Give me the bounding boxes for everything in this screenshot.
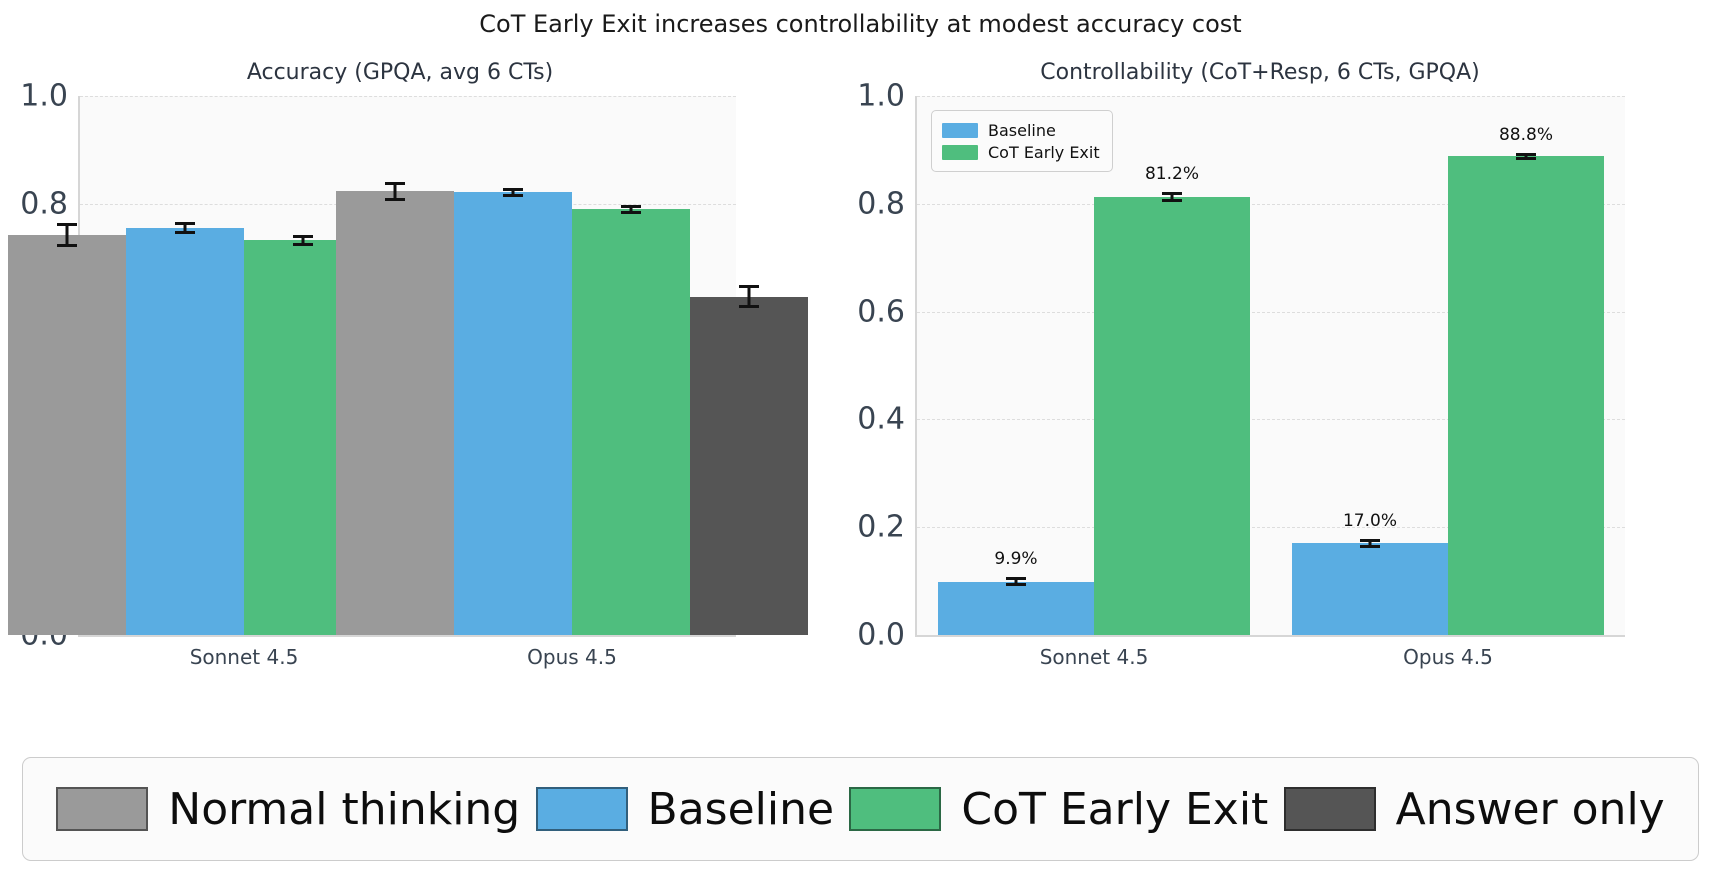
error-bar [301, 235, 305, 246]
error-bar-cap [1516, 152, 1536, 156]
bar [938, 581, 1094, 635]
x-axis-tick-label: Opus 4.5 [527, 645, 617, 669]
error-bar-cap [385, 198, 405, 202]
error-bar-cap [1162, 192, 1182, 196]
y-axis-tick-label: 0.0 [857, 617, 905, 653]
bar-value-label: 17.0% [1342, 511, 1398, 532]
error-bar [65, 223, 69, 247]
error-bar [629, 204, 633, 214]
legend-swatch [849, 787, 942, 831]
bar-value-label: 88.8% [1498, 124, 1554, 145]
bar-value-label: 81.2% [1144, 164, 1200, 185]
error-bar-cap [1360, 539, 1380, 543]
figure-suptitle: CoT Early Exit increases controllability… [479, 10, 1242, 38]
subplot-title-accuracy: Accuracy (GPQA, avg 6 CTs) [246, 60, 554, 85]
error-bar-cap [385, 181, 405, 185]
error-bar-cap [57, 223, 77, 227]
error-bar-cap [1162, 199, 1182, 203]
legend-label: Answer only [1395, 783, 1665, 835]
y-axis-tick-label: 0.6 [857, 294, 905, 330]
legend-swatch [535, 787, 628, 831]
error-bar-cap [503, 193, 523, 197]
error-bar-cap [175, 222, 195, 226]
y-axis-tick-label: 1.0 [20, 78, 68, 114]
legend-label: CoT Early Exit [961, 783, 1269, 835]
bar [572, 209, 690, 635]
legend-item-baseline: Baseline [942, 119, 1100, 141]
error-bar [1368, 539, 1372, 548]
bar [690, 296, 808, 635]
legend-label: Normal thinking [168, 783, 521, 835]
legend-label: Baseline [647, 783, 835, 835]
error-bar-cap [739, 285, 759, 289]
y-axis-tick-label: 0.2 [857, 509, 905, 545]
x-axis-tick-label: Sonnet 4.5 [1039, 645, 1149, 669]
error-bar-cap [1006, 577, 1026, 581]
error-bar [511, 188, 515, 197]
legend-item-cot-early-exit: CoT Early Exit [942, 141, 1100, 163]
error-bar-cap [1360, 544, 1380, 548]
legend-swatch [56, 787, 149, 831]
y-axis-tick-label: 0.4 [857, 401, 905, 437]
bar [126, 228, 244, 635]
error-bar-cap [621, 210, 641, 214]
gridline [917, 96, 1625, 97]
error-bar-cap [739, 304, 759, 308]
subplot-title-controllability: Controllability (CoT+Resp, 6 CTs, GPQA) [1040, 60, 1480, 85]
legend-label-baseline: Baseline [988, 120, 1056, 140]
error-bar [1014, 577, 1018, 586]
y-axis-tick-label: 0.8 [20, 186, 68, 222]
error-bar [393, 181, 397, 202]
legend-swatch-baseline [942, 122, 978, 138]
figure-legend: Normal thinking Baseline CoT Early Exit Ans… [22, 757, 1699, 861]
error-bar-cap [175, 230, 195, 234]
y-axis-tick-label: 1.0 [857, 78, 905, 114]
error-bar-cap [293, 235, 313, 239]
legend-entry-normal-thinking: Normal thinking [56, 784, 520, 835]
legend-entry-answer-only: Answer only [1283, 783, 1665, 835]
gridline [917, 203, 1625, 205]
bar [1292, 543, 1448, 635]
legend-label-cot-early-exit: CoT Early Exit [988, 142, 1100, 162]
bar [1094, 197, 1250, 635]
gridline [917, 527, 1625, 529]
bar [454, 192, 572, 635]
legend-swatch [1283, 787, 1376, 831]
gridline [917, 419, 1625, 421]
controllability-legend: Baseline CoT Early Exit [931, 110, 1113, 172]
y-axis-tick-label: 0.8 [857, 186, 905, 222]
error-bar-cap [1516, 157, 1536, 161]
bar [8, 235, 126, 635]
error-bar [1524, 152, 1528, 161]
error-bar [1170, 192, 1174, 203]
error-bar-cap [293, 242, 313, 246]
legend-swatch-cot-early-exit [942, 144, 978, 160]
error-bar-cap [621, 204, 641, 208]
x-axis-tick-label: Sonnet 4.5 [189, 645, 299, 669]
error-bar-cap [57, 243, 77, 247]
bar [336, 191, 454, 635]
bar [1448, 156, 1604, 635]
legend-entry-baseline: Baseline [535, 783, 835, 835]
error-bar [747, 285, 751, 308]
bar-value-label: 9.9% [994, 549, 1038, 570]
legend-entry-cot-early-exit: CoT Early Exit [849, 784, 1268, 835]
gridline [917, 311, 1625, 313]
error-bar-cap [1006, 582, 1026, 586]
error-bar [183, 222, 187, 234]
gridline [80, 96, 736, 97]
error-bar-cap [503, 188, 523, 192]
x-axis-tick-label: Opus 4.5 [1403, 645, 1493, 669]
controllability-plot-area: Baseline CoT Early Exit 0.0 0.2 0.4 0.6 0.8 1… [857, 79, 1625, 669]
